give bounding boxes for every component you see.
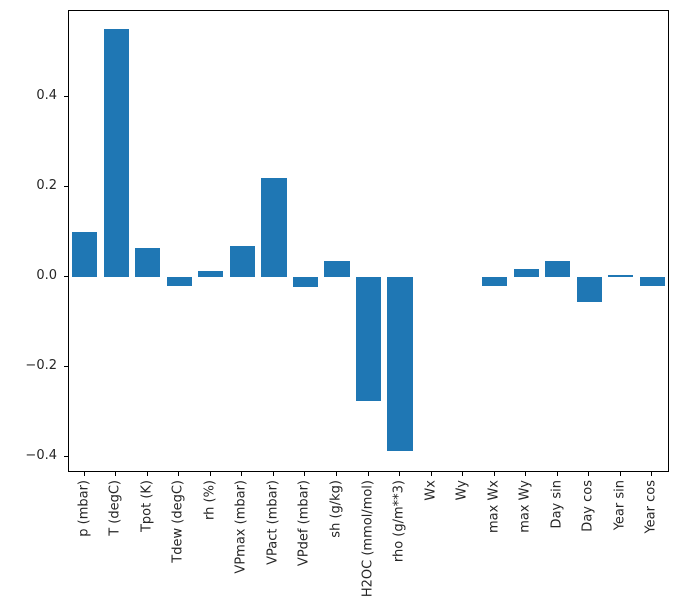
bar-year-cos — [639, 277, 665, 287]
x-tick-mark — [178, 472, 180, 476]
bar-tpot-k- — [135, 247, 161, 278]
x-tick-mark — [588, 472, 590, 476]
x-tick-mark — [493, 472, 495, 476]
x-tick-mark — [304, 472, 306, 476]
x-tick-label: p (mbar) — [76, 480, 92, 537]
x-tick-mark — [651, 472, 653, 476]
x-tick-mark — [525, 472, 527, 476]
x-tick-label: VPact (mbar) — [265, 480, 281, 565]
x-tick-mark — [115, 472, 117, 476]
x-tick-label: VPmax (mbar) — [233, 480, 249, 574]
x-tick-label: rh (%) — [202, 480, 218, 520]
x-tick-label: max Wy — [517, 480, 533, 533]
x-tick-mark — [399, 472, 401, 476]
x-tick-label: Day sin — [549, 480, 565, 529]
x-tick-mark — [241, 472, 243, 476]
x-tick-mark — [430, 472, 432, 476]
bar-p-mbar- — [72, 231, 98, 278]
bar-vpmax-mbar- — [229, 245, 255, 278]
x-tick-mark — [335, 472, 337, 476]
y-tick-label: −0.4 — [25, 448, 57, 464]
bar-t-degc- — [103, 29, 129, 278]
bar-vpdef-mbar- — [292, 277, 319, 287]
y-tick-label: 0.2 — [36, 177, 57, 193]
bar-max-wx — [481, 277, 508, 287]
x-tick-label: Year sin — [612, 480, 628, 531]
bar-vpact-mbar- — [261, 177, 287, 278]
bar-tdew-degc- — [166, 277, 192, 287]
x-tick-label: Wy — [454, 480, 470, 501]
bar-rh- — [198, 271, 224, 278]
x-tick-label: max Wx — [486, 480, 502, 534]
x-tick-mark — [146, 472, 148, 476]
bar-h2oc-mmol-mol- — [355, 277, 382, 402]
x-tick-label: T (degC) — [107, 480, 123, 536]
x-tick-mark — [556, 472, 558, 476]
x-tick-label: H2OC (mmol/mol) — [360, 480, 375, 598]
x-tick-label: Year cos — [643, 480, 659, 534]
bar-year-sin — [608, 275, 634, 278]
y-tick-label: 0.4 — [36, 87, 57, 103]
bar-max-wy — [513, 268, 539, 278]
y-tick-label: 0.0 — [36, 268, 57, 284]
bar-day-cos — [576, 277, 602, 302]
y-tick-mark — [64, 456, 68, 458]
bar-rho-g-m-3- — [387, 277, 413, 451]
x-tick-label: Wx — [423, 480, 439, 501]
x-tick-label: sh (g/kg) — [328, 480, 344, 538]
x-tick-label: Tpot (K) — [139, 480, 155, 533]
x-tick-mark — [462, 472, 464, 476]
x-tick-mark — [619, 472, 621, 476]
x-tick-mark — [367, 472, 369, 476]
y-tick-mark — [64, 185, 68, 187]
x-tick-mark — [83, 472, 85, 476]
plot-area — [68, 10, 669, 472]
y-tick-mark — [64, 276, 68, 278]
x-tick-mark — [209, 472, 211, 476]
y-tick-mark — [64, 95, 68, 97]
bar-sh-g-kg- — [324, 261, 350, 278]
x-tick-mark — [272, 472, 274, 476]
bar-day-sin — [545, 261, 571, 278]
y-tick-label: −0.2 — [25, 358, 57, 374]
x-tick-label: Tdew (degC) — [170, 480, 186, 563]
y-tick-mark — [64, 366, 68, 368]
x-tick-label: VPdef (mbar) — [296, 480, 312, 567]
x-tick-label: rho (g/m**3) — [391, 480, 407, 563]
x-tick-label: Day cos — [580, 480, 596, 532]
